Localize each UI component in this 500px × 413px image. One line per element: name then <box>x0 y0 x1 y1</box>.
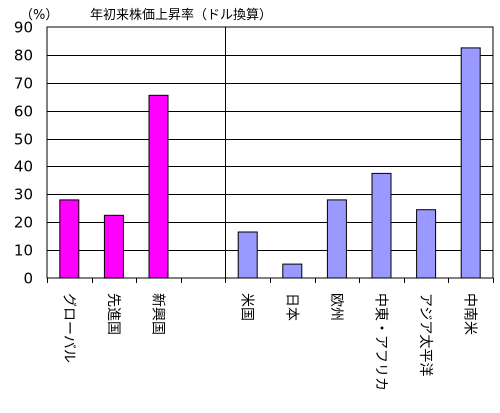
category-label: 日本 <box>283 293 299 321</box>
y-tick-label: 40 <box>14 158 33 176</box>
y-tick-label: 80 <box>14 47 33 65</box>
bar <box>103 214 124 279</box>
bar <box>148 94 169 279</box>
bar <box>282 263 303 279</box>
axes <box>46 26 494 283</box>
gridlines <box>47 55 493 251</box>
y-tick-label: 0 <box>23 270 33 288</box>
y-tick-label: 90 <box>14 19 33 37</box>
category-label: 中南米 <box>462 293 478 335</box>
chart-title: 年初来株価上昇率（ドル換算） <box>90 7 272 23</box>
category-label: 欧州 <box>328 293 344 321</box>
y-tick-label: 20 <box>14 214 33 232</box>
category-label: 中東・アフリカ <box>373 293 389 391</box>
category-label: 先進国 <box>105 293 121 335</box>
category-label: アジア太平洋 <box>417 293 433 376</box>
category-label: グローバル <box>60 293 76 363</box>
bar <box>460 47 481 279</box>
y-tick-labels: 0 10 20 30 40 50 60 70 80 90 <box>14 19 33 288</box>
bar <box>371 172 392 279</box>
bar <box>326 199 347 279</box>
bars <box>59 47 481 279</box>
category-labels: グローバル 先進国 新興国 米国 日本 欧州 中東・アフリカ アジア太平洋 中南米 <box>60 293 477 391</box>
bar <box>416 209 437 279</box>
y-tick-label: 50 <box>14 131 33 149</box>
y-tick-label: 60 <box>14 103 33 121</box>
y-axis-unit-label: （%） <box>20 8 58 23</box>
y-tick-label: 70 <box>14 75 33 93</box>
y-tick-label: 10 <box>14 242 33 260</box>
bar <box>59 199 80 279</box>
category-label: 米国 <box>239 293 255 321</box>
bar <box>237 231 258 279</box>
category-label: 新興国 <box>150 293 166 335</box>
y-tick-label: 30 <box>14 186 33 204</box>
